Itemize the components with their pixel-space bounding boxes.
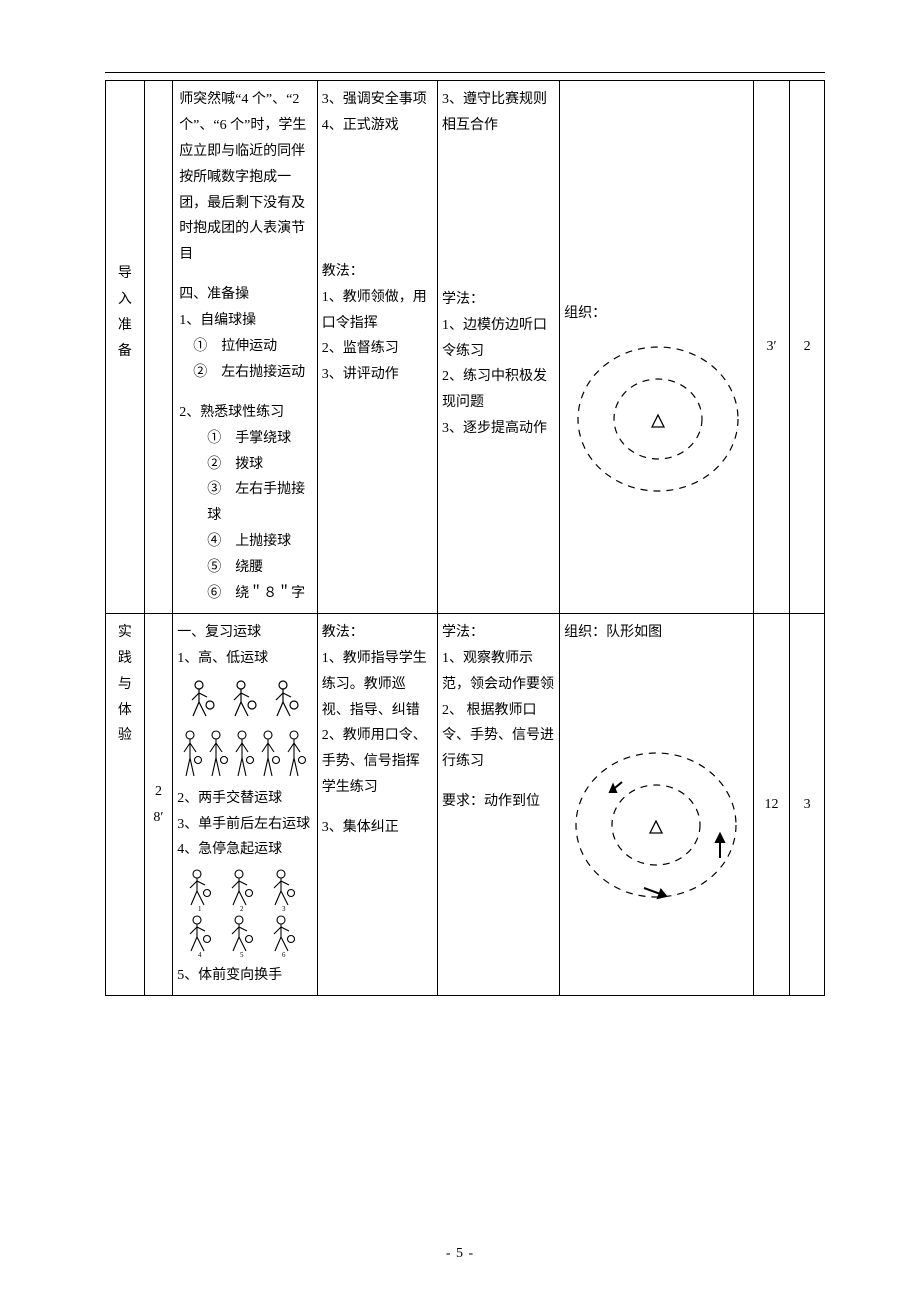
reps-cell: 2 [790, 81, 825, 614]
stage-char: 与 [110, 672, 140, 698]
list-text: 自编球操 [200, 313, 256, 328]
section-title: 四、准备操 [179, 282, 313, 308]
sports-figure-icon [180, 726, 310, 782]
stage-char: 准 [110, 313, 140, 339]
header-rule [105, 72, 825, 73]
org-label: 组织： [564, 306, 606, 321]
svg-text:3: 3 [282, 905, 286, 913]
lesson-plan-table: 导 入 准 备 师突然喊“4 个”、“2 个”、“6 个”时，学生应立即与临近的… [105, 80, 825, 996]
time-cell: 12 [753, 613, 790, 995]
list-text: 1、高、低运球 [177, 646, 313, 672]
stage-char: 验 [110, 723, 140, 749]
formation-diagram-icon [566, 730, 746, 910]
list-no: 1、 [179, 313, 200, 328]
teach-item: 3、集体纠正 [322, 815, 433, 841]
reps-value: 2 [804, 339, 811, 354]
list-text: 左右抛接运动 [221, 365, 305, 380]
list-no: ③ [207, 482, 221, 497]
list-no: ① [193, 339, 207, 354]
list-text: 拨球 [235, 457, 263, 472]
teach-item: 3、讲评动作 [322, 362, 433, 388]
teach-cell: 3、强调安全事项 4、正式游戏 教法： 1、教师领做，用口令指挥 2、监督练习 … [317, 81, 437, 614]
svg-text:4: 4 [198, 951, 202, 959]
stage-char: 体 [110, 698, 140, 724]
list-text: 左右手抛接球 [207, 482, 305, 523]
time-value: 12 [764, 797, 778, 812]
org-cell: 组织：队形如图 [560, 613, 753, 995]
stage-char: 践 [110, 646, 140, 672]
learn-item: 2、练习中积极发现问题 [442, 364, 555, 416]
list-text: 5、体前变向换手 [177, 963, 313, 989]
org-label: 组织：队形如图 [564, 625, 662, 640]
learn-item: 3、逐步提高动作 [442, 416, 555, 442]
list-text: 上抛接球 [235, 534, 291, 549]
time-value: 3′ [766, 339, 776, 354]
stage-char: 实 [110, 620, 140, 646]
list-no: ⑥ [207, 586, 221, 601]
svg-text:5: 5 [240, 951, 244, 959]
org-cell: 组织： [560, 81, 753, 614]
teach-cell: 教法： 1、教师指导学生练习。教师巡视、指导、纠错 2、教师用口令、手势、信号指… [317, 613, 437, 995]
learn-item: 1、边模仿边听口令练习 [442, 313, 555, 365]
seq-top: 2 [149, 779, 169, 805]
list-text: 3、单手前后左右运球 [177, 812, 313, 838]
teach-item: 4、正式游戏 [322, 113, 433, 139]
sports-figure-icon: 1 2 3 4 5 6 [180, 867, 310, 959]
teach-heading: 教法： [322, 259, 433, 285]
content-cell: 师突然喊“4 个”、“2 个”、“6 个”时，学生应立即与临近的同伴按所喊数字抱… [173, 81, 318, 614]
section-title: 一、复习运球 [177, 620, 313, 646]
reps-value: 3 [804, 797, 811, 812]
learn-cell: 学法： 1、观察教师示范，领会动作要领 2、 根据教师口令、手势、信号进行练习 … [437, 613, 559, 995]
stage-char: 导 [110, 261, 140, 287]
content-cell: 一、复习运球 1、高、低运球 [173, 613, 318, 995]
seq-bottom: 8′ [149, 805, 169, 831]
teach-heading: 教法： [322, 620, 433, 646]
list-text: 拉伸运动 [221, 339, 277, 354]
table-row: 导 入 准 备 师突然喊“4 个”、“2 个”、“6 个”时，学生应立即与临近的… [106, 81, 825, 614]
stage-char: 备 [110, 339, 140, 365]
stage-cell-intro: 导 入 准 备 [106, 81, 145, 614]
list-text: 绕＂８＂字 [235, 586, 305, 601]
stage-cell-practice: 实 践 与 体 验 [106, 613, 145, 995]
teach-item: 1、教师领做，用口令指挥 [322, 285, 433, 337]
list-no: ④ [207, 534, 221, 549]
sports-figure-icon [180, 676, 310, 722]
teach-item: 3、强调安全事项 [322, 87, 433, 113]
learn-note: 要求：动作到位 [442, 789, 555, 815]
stage-char: 入 [110, 287, 140, 313]
intro-paragraph: 师突然喊“4 个”、“2 个”、“6 个”时，学生应立即与临近的同伴按所喊数字抱… [179, 87, 313, 268]
svg-text:2: 2 [240, 905, 244, 913]
teach-item: 2、教师用口令、手势、信号指挥学生练习 [322, 723, 433, 801]
list-text: 绕腰 [235, 560, 263, 575]
list-no: ⑤ [207, 560, 221, 575]
list-no: ② [193, 365, 207, 380]
list-text: 4、急停急起运球 [177, 837, 313, 863]
svg-text:1: 1 [198, 905, 202, 913]
section-title: 2、熟悉球性练习 [179, 400, 313, 426]
learn-cell: 3、遵守比赛规则相互合作 学法： 1、边模仿边听口令练习 2、练习中积极发现问题… [437, 81, 559, 614]
list-text: 手掌绕球 [235, 431, 291, 446]
table-row: 实 践 与 体 验 2 8′ 一、复习运球 1、高、低运球 [106, 613, 825, 995]
page-number: - 5 - [0, 1246, 920, 1262]
list-no: ② [207, 457, 221, 472]
seq-cell: 2 8′ [144, 613, 173, 995]
reps-cell: 3 [790, 613, 825, 995]
learn-item: 3、遵守比赛规则相互合作 [442, 87, 555, 139]
list-no: ① [207, 431, 221, 446]
learn-item: 2、 根据教师口令、手势、信号进行练习 [442, 698, 555, 776]
teach-item: 2、监督练习 [322, 336, 433, 362]
seq-cell [144, 81, 173, 614]
learn-heading: 学法： [442, 287, 555, 313]
teach-item: 1、教师指导学生练习。教师巡视、指导、纠错 [322, 646, 433, 724]
formation-diagram-icon [566, 331, 746, 501]
svg-text:6: 6 [282, 951, 286, 959]
list-text: 2、两手交替运球 [177, 786, 313, 812]
learn-item: 1、观察教师示范，领会动作要领 [442, 646, 555, 698]
time-cell: 3′ [753, 81, 790, 614]
learn-heading: 学法： [442, 620, 555, 646]
